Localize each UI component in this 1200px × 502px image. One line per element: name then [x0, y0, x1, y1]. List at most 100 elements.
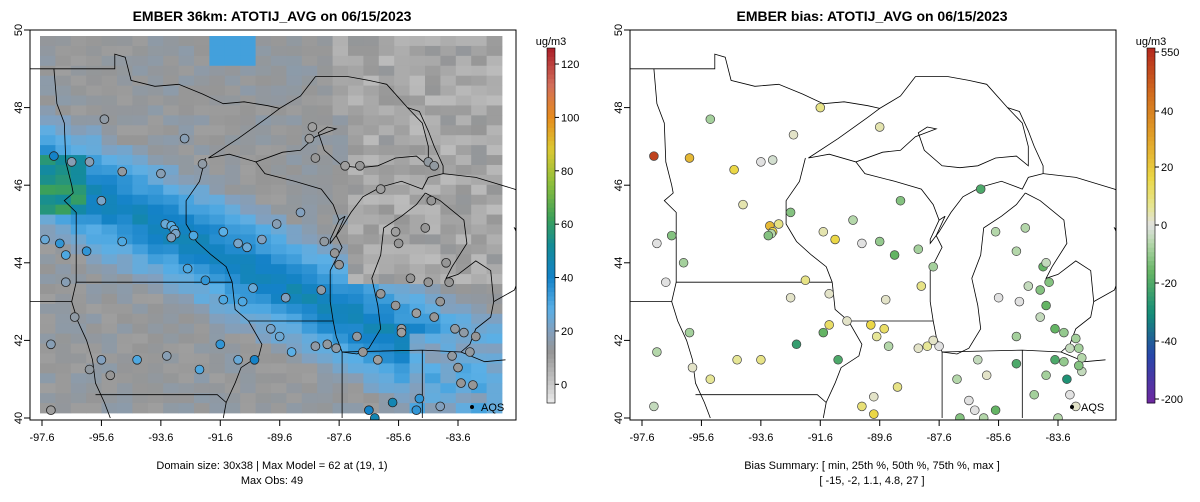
heatmap-cell — [378, 85, 395, 96]
heatmap-cell — [40, 353, 56, 364]
colorbar-segment — [1147, 256, 1155, 262]
observation-point — [411, 405, 422, 416]
heatmap-cell — [194, 204, 210, 215]
heatmap-cell — [486, 55, 503, 67]
heatmap-cell — [301, 36, 318, 47]
colorbar-segment — [1147, 380, 1155, 386]
bias-point — [874, 122, 885, 132]
heatmap-cell — [271, 403, 287, 414]
heatmap-cell — [40, 254, 56, 265]
heatmap-cell — [147, 184, 164, 196]
colorbar-segment — [547, 367, 555, 373]
heatmap-cell — [394, 254, 410, 265]
heatmap-cell — [147, 274, 164, 285]
heatmap-cell — [363, 194, 380, 206]
observation-point — [307, 122, 318, 132]
heatmap-cell — [440, 36, 457, 47]
heatmap-cell — [378, 115, 395, 126]
colorbar-segment — [547, 181, 555, 187]
observation-point — [61, 277, 71, 288]
heatmap-cell — [55, 105, 72, 116]
heatmap-cell — [471, 284, 487, 295]
heatmap-cell — [178, 393, 195, 404]
bias-point — [649, 151, 659, 161]
heatmap-cell — [486, 105, 503, 116]
heatmap-cell — [455, 55, 472, 67]
heatmap-cell — [224, 65, 241, 77]
heatmap-cell — [332, 313, 349, 325]
heatmap-cell — [301, 284, 318, 295]
heatmap-cell — [163, 313, 179, 325]
heatmap-cell — [378, 383, 395, 394]
heatmap-cell — [117, 115, 133, 126]
heatmap-cell — [86, 284, 102, 295]
heatmap-cell — [178, 224, 195, 235]
heatmap-cell — [117, 403, 133, 414]
colorbar-segment — [547, 340, 555, 346]
colorbar-segment — [547, 363, 555, 368]
heatmap-cell — [409, 234, 426, 245]
left-legend-marker — [470, 405, 474, 409]
observation-point — [117, 166, 127, 177]
heatmap-cell — [471, 254, 487, 265]
heatmap-cell — [101, 284, 118, 295]
heatmap-cell — [363, 204, 380, 215]
heatmap-cell — [348, 363, 364, 374]
heatmap-cell — [317, 343, 333, 354]
left-y-tick-label: 50 — [13, 24, 25, 36]
heatmap-cell — [132, 224, 149, 235]
heatmap-cell — [471, 184, 487, 196]
heatmap-cell — [40, 55, 56, 67]
colorbar-segment — [1147, 185, 1155, 191]
heatmap-cell — [101, 85, 118, 96]
colorbar-segment — [1147, 305, 1155, 311]
heatmap-cell — [409, 214, 426, 225]
heatmap-cell — [178, 373, 195, 384]
bias-point — [879, 324, 889, 334]
colorbar-segment — [1147, 309, 1155, 315]
heatmap-cell — [70, 65, 87, 77]
heatmap-cell — [348, 55, 364, 67]
heatmap-cell — [255, 174, 272, 186]
heatmap-cell — [70, 323, 87, 335]
heatmap-cell — [117, 125, 133, 136]
heatmap-cell — [255, 135, 272, 146]
heatmap-cell — [178, 333, 195, 344]
heatmap-cell — [301, 55, 318, 67]
heatmap-cell — [378, 204, 395, 215]
heatmap-cell — [440, 105, 457, 116]
colorbar-segment — [547, 247, 555, 253]
heatmap-cell — [178, 164, 195, 176]
heatmap-cell — [486, 323, 503, 335]
heatmap-cell — [301, 343, 318, 354]
boundary-line — [407, 107, 444, 174]
heatmap-cell — [425, 55, 441, 67]
left-x-tick-label: -93.6 — [148, 432, 173, 444]
colorbar-segment — [1147, 243, 1155, 249]
heatmap-cell — [255, 85, 272, 96]
heatmap-cell — [255, 214, 272, 225]
heatmap-cell — [224, 85, 241, 96]
heatmap-cell — [117, 204, 133, 215]
heatmap-cell — [363, 145, 380, 156]
heatmap-cell — [224, 55, 241, 67]
heatmap-cell — [194, 343, 210, 354]
heatmap-cell — [332, 303, 349, 315]
heatmap-cell — [455, 105, 472, 116]
heatmap-cell — [240, 373, 256, 384]
heatmap-cell — [101, 234, 118, 245]
heatmap-cell — [209, 55, 226, 67]
heatmap-cell — [86, 313, 102, 325]
colorbar-segment — [547, 398, 555, 404]
heatmap-cell — [455, 333, 472, 344]
heatmap-cell — [486, 214, 503, 225]
heatmap-cell — [194, 36, 210, 47]
colorbar-segment — [1147, 119, 1155, 124]
colorbar-segment — [547, 314, 555, 320]
heatmap-cell — [425, 36, 441, 47]
heatmap-cell — [132, 293, 149, 305]
bias-point — [874, 236, 885, 247]
heatmap-cell — [240, 383, 256, 394]
heatmap-cell — [455, 254, 472, 265]
heatmap-cell — [301, 383, 318, 394]
